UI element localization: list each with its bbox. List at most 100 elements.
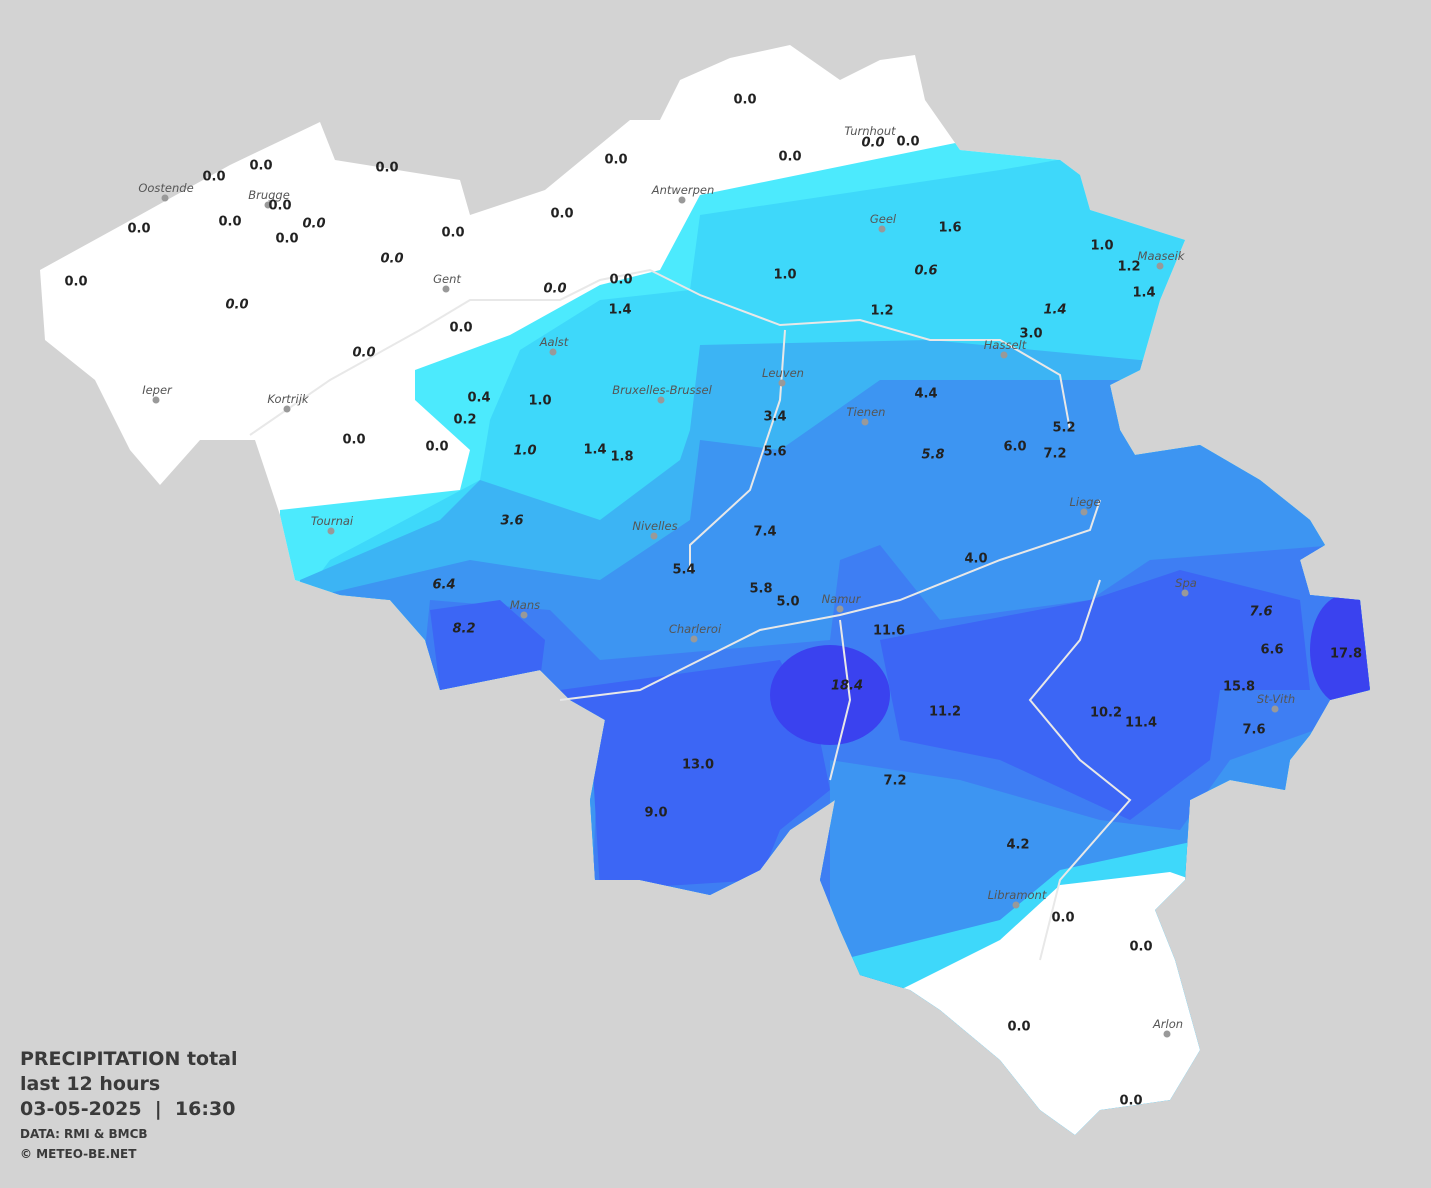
station-value: 8.2 <box>452 622 475 637</box>
station-value: 0.0 <box>441 226 464 241</box>
station-value: 5.2 <box>1052 421 1075 436</box>
city-label: Gent <box>433 272 461 286</box>
city-dot <box>549 348 557 356</box>
station-value: 13.0 <box>682 758 714 773</box>
borders <box>249 268 1132 961</box>
city-label: Maaseik <box>1138 249 1186 263</box>
station-value: 0.0 <box>1007 1020 1030 1035</box>
station-value: 0.0 <box>225 298 248 313</box>
station-value: 0.0 <box>425 440 448 455</box>
station-value: 0.0 <box>896 135 919 150</box>
region-border <box>829 619 852 781</box>
region-border <box>559 499 1101 701</box>
city-dot <box>1271 705 1279 713</box>
station-value: 0.0 <box>1051 911 1074 926</box>
city-dot <box>520 611 528 619</box>
city-dot <box>1181 589 1189 597</box>
station-value: 6.6 <box>1260 643 1283 658</box>
city-dot <box>1012 901 1020 909</box>
station-value: 0.0 <box>342 433 365 448</box>
station-value: 7.6 <box>1249 605 1272 620</box>
zone <box>560 660 830 890</box>
station-value: 10.2 <box>1090 706 1122 721</box>
station-value: 1.0 <box>528 394 551 409</box>
station-value: 0.0 <box>604 153 627 168</box>
region-border <box>249 268 1071 436</box>
station-value: 0.0 <box>218 215 241 230</box>
city-label: Antwerpen <box>651 183 715 197</box>
station-value: 6.4 <box>432 578 455 593</box>
station-value: 15.8 <box>1223 680 1255 695</box>
station-value: 11.6 <box>873 624 905 639</box>
city-label: Ieper <box>142 383 173 397</box>
station-value: 5.8 <box>749 582 772 597</box>
city-dot <box>152 396 160 404</box>
station-value: 4.4 <box>914 387 937 402</box>
station-value: 1.4 <box>608 303 631 318</box>
region-border <box>689 329 786 570</box>
station-value: 0.0 <box>449 321 472 336</box>
city-label: Nivelles <box>632 519 677 533</box>
city-label: Arlon <box>1152 1017 1183 1031</box>
station-value: 1.4 <box>1043 303 1066 318</box>
station-value: 5.4 <box>672 563 695 578</box>
station-value: 0.2 <box>453 413 476 428</box>
station-value: 0.0 <box>268 199 291 214</box>
cities: Oostende Brugge Antwerpen Turnhout Gent Geel M… <box>138 124 1295 1038</box>
legend-source: DATA: RMI & BMCB <box>20 1127 148 1141</box>
city-label: Geel <box>870 212 897 226</box>
stations: 0.0 0.0 0.0 0.0 0.0 0.0 0.0 0.0 0.0 0.0 0.0 0.0 0.0 0… <box>64 93 1362 1109</box>
station-value: 7.2 <box>1043 447 1066 462</box>
city-label: Bruxelles-Brussel <box>612 383 712 397</box>
station-value: 0.0 <box>249 159 272 174</box>
station-value: 4.2 <box>1006 838 1029 853</box>
station-value: 0.6 <box>914 264 937 279</box>
station-value: 11.4 <box>1125 716 1157 731</box>
city-dot <box>657 396 665 404</box>
station-value: 3.6 <box>500 514 523 529</box>
city-label: St-Vith <box>1257 692 1295 706</box>
city-label: Charleroi <box>669 622 722 636</box>
station-value: 9.0 <box>644 806 667 821</box>
zone <box>880 570 1310 820</box>
city-dot <box>650 532 658 540</box>
city-dot <box>1156 262 1164 270</box>
zone <box>770 645 890 745</box>
station-value: 3.4 <box>763 410 786 425</box>
city-dot <box>264 201 272 209</box>
station-value: 0.0 <box>202 170 225 185</box>
zone <box>1310 595 1370 705</box>
station-value: 0.0 <box>64 275 87 290</box>
city-label: Liege <box>1069 495 1100 509</box>
station-value: 0.0 <box>778 150 801 165</box>
station-value: 7.6 <box>1242 723 1265 738</box>
station-value: 1.4 <box>1132 286 1155 301</box>
city-label: Libramont <box>988 888 1047 902</box>
station-value: 11.2 <box>929 705 961 720</box>
legend-period: last 12 hours <box>20 1073 160 1095</box>
city-dot <box>690 635 698 643</box>
station-value: 0.0 <box>550 207 573 222</box>
city-label: Tienen <box>847 405 886 419</box>
zone <box>430 600 545 690</box>
station-value: 4.0 <box>964 552 987 567</box>
city-label: Namur <box>822 592 862 606</box>
city-label: Oostende <box>138 181 193 195</box>
station-value: 0.0 <box>302 217 325 232</box>
station-value: 5.0 <box>776 595 799 610</box>
station-value: 5.8 <box>921 448 944 463</box>
station-value: 3.0 <box>1019 327 1042 342</box>
station-value: 1.2 <box>870 304 893 319</box>
station-value: 7.4 <box>753 525 776 540</box>
city-dot <box>327 527 335 535</box>
city-dot <box>1000 351 1008 359</box>
station-value: 1.6 <box>938 221 961 236</box>
station-value: 0.0 <box>733 93 756 108</box>
city-label: Tournai <box>311 514 354 528</box>
station-value: 0.0 <box>1129 940 1152 955</box>
city-dot <box>836 605 844 613</box>
station-value: 1.0 <box>513 444 536 459</box>
legend-title: PRECIPITATION total <box>20 1048 238 1070</box>
station-value: 5.6 <box>763 445 786 460</box>
city-label: Hasselt <box>984 338 1027 352</box>
